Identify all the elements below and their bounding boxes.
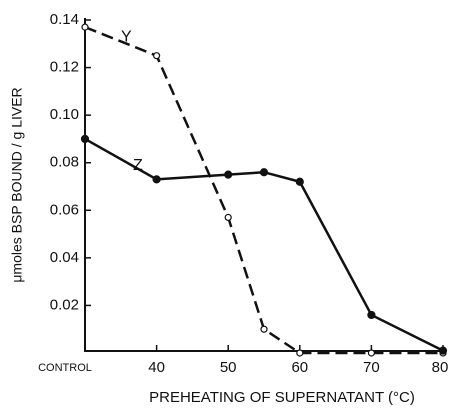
y-tick-label: 0.08 [50,154,79,171]
series-label: Y [121,28,132,45]
data-point [367,310,376,320]
x-tick-label: 70 [363,359,380,376]
x-tick-label: 50 [220,359,237,376]
data-point [295,177,304,186]
y-tick-label: 0.02 [50,296,79,313]
data-point [224,213,232,222]
data-point [152,175,161,184]
data-point [296,349,304,357]
y-tick-label: 0.10 [50,106,79,123]
data-point [153,52,161,60]
data-point [81,23,89,31]
y-tick-label: 0.04 [50,249,79,266]
x-tick-label: 60 [291,359,308,376]
data-point [80,134,90,144]
y-tick-label: 0.12 [50,59,79,76]
series-label: Z [133,157,143,174]
data-point [259,168,269,177]
data-point [367,349,375,357]
x-tick-label: 80 [432,359,449,376]
y-axis-title: μmoles BSP BOUND / g LIVER [9,87,25,282]
y-tick-label: 0.14 [50,11,79,28]
y-tick-label: 0.06 [50,201,79,218]
data-point [438,346,448,355]
x-tick-label: 40 [148,359,165,376]
x-tick-label: CONTROL [38,362,92,374]
x-axis-title: PREHEATING OF SUPERNATANT (°C) [149,389,415,406]
data-point [224,170,233,179]
series-line [84,25,443,355]
data-point [260,325,268,333]
